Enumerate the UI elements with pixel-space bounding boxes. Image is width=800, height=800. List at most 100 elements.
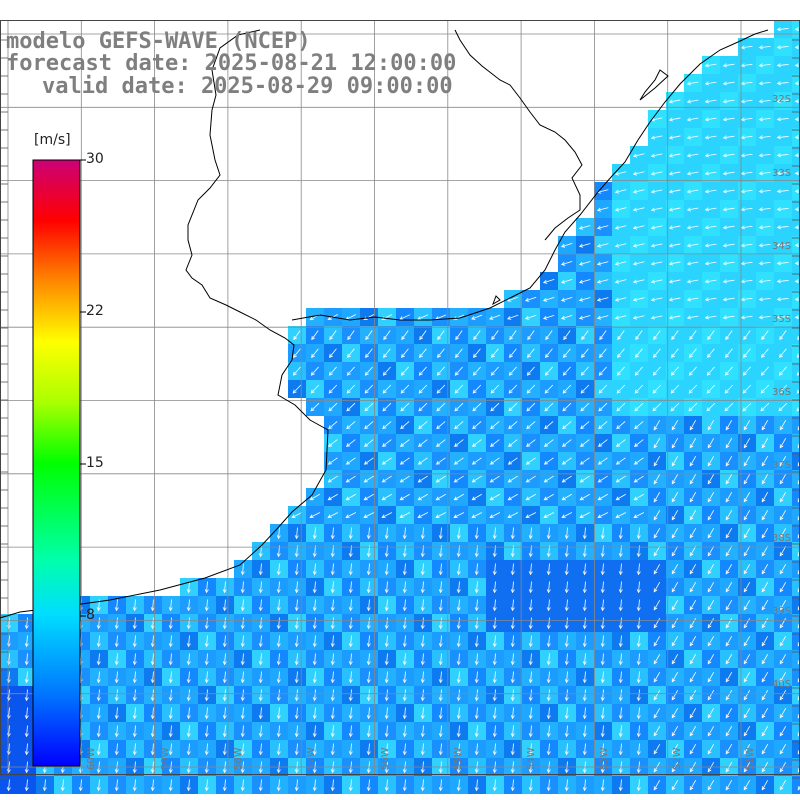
wind-arrow [722,261,735,266]
wind-arrow [507,512,519,519]
wind-arrow [453,512,465,519]
wind-arrow [150,617,155,630]
wind-arrow [689,618,697,629]
wind-arrow [670,384,680,394]
wind-arrow [578,243,591,248]
wind-arrow [689,348,697,358]
wind-arrow [489,457,500,465]
wind-arrow [509,348,517,358]
wind-arrow [761,492,769,503]
wind-arrow [489,314,501,320]
wind-arrow [725,672,733,683]
wind-arrow [707,600,715,611]
wind-cell [792,326,800,344]
wind-arrow [563,330,571,341]
wind-arrow [761,330,769,341]
wind-arrow [632,153,645,158]
wind-arrow [438,689,443,702]
wind-arrow [399,475,410,483]
wind-arrow [474,581,479,594]
wind-arrow [650,171,663,176]
wind-arrow [438,707,443,720]
wind-arrow [418,439,428,447]
wind-arrow [707,564,715,575]
wind-arrow [740,171,753,176]
wind-arrow [312,527,317,540]
lon-label-54w: 54W [526,747,537,770]
wind-arrow [328,402,338,412]
wind-arrow [707,474,715,485]
lat-lon-grid [0,20,800,779]
wind-arrow [381,457,392,465]
wind-arrow [704,99,717,104]
wind-arrow [510,743,515,756]
wind-arrow [492,779,497,792]
wind-arrow [420,599,425,612]
wind-arrow [438,617,443,630]
wind-arrow [634,366,643,376]
wind-cell [792,524,800,542]
wind-arrow [725,780,733,791]
wind-arrow [614,261,627,266]
wind-arrow [686,225,699,230]
wind-arrow [725,654,733,665]
wind-arrow [689,546,697,557]
wind-arrow [276,725,281,738]
wind-arrow [417,475,428,483]
wind-arrow [545,330,553,341]
wind-arrow [436,421,446,430]
wind-arrow [688,366,697,376]
wind-arrow [636,779,641,792]
wind-arrow [492,581,497,594]
wind-arrow [776,261,789,266]
wind-arrow [794,153,800,158]
wind-arrow [546,599,551,612]
wind-arrow [761,672,769,683]
wind-arrow [472,384,482,394]
wind-arrow [258,707,263,720]
wind-arrow [474,707,479,720]
wind-arrow [168,635,173,648]
wind-arrow [345,493,356,501]
wind-arrow [650,189,663,194]
wind-arrow [222,653,227,666]
wind-arrow [579,457,590,465]
wind-arrow [186,779,191,792]
wind-arrow [96,635,101,648]
wind-arrow [294,743,299,756]
wind-arrow [758,279,771,284]
wind-arrow [581,330,589,341]
wind-arrow [510,779,515,792]
wind-arrow [671,726,679,737]
wind-arrow [489,512,501,519]
wind-arrow [507,296,519,302]
wind-arrow [6,779,11,792]
wind-arrow [618,599,623,612]
wind-arrow [562,384,572,394]
wind-arrow [347,330,355,341]
lat-label-39s: 39S [772,606,792,617]
wind-arrow [310,384,320,394]
wind-arrow [402,617,407,630]
wind-arrow [402,581,407,594]
wind-arrow [510,671,515,684]
wind-arrow [743,330,751,341]
wind-arrow [794,297,800,302]
wind-arrow [725,636,733,647]
wind-arrow [489,493,500,501]
wind-arrow [686,153,699,158]
lat-label-33s: 33S [772,168,792,179]
wind-arrow [330,743,335,756]
wind-arrow [437,348,445,358]
wind-arrow [636,743,641,756]
wind-arrow [689,600,697,611]
wind-arrow [724,402,734,412]
wind-arrow [526,439,536,447]
wind-arrow [761,654,769,665]
wind-arrow [600,635,605,648]
wind-arrow [689,636,697,647]
wind-arrow [668,225,681,230]
wind-arrow [668,297,681,302]
wind-arrow [779,726,787,737]
colorbar-tick-22: 22 [86,303,104,319]
